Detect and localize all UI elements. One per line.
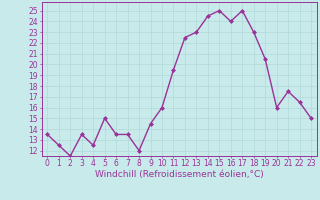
X-axis label: Windchill (Refroidissement éolien,°C): Windchill (Refroidissement éolien,°C): [95, 170, 264, 179]
